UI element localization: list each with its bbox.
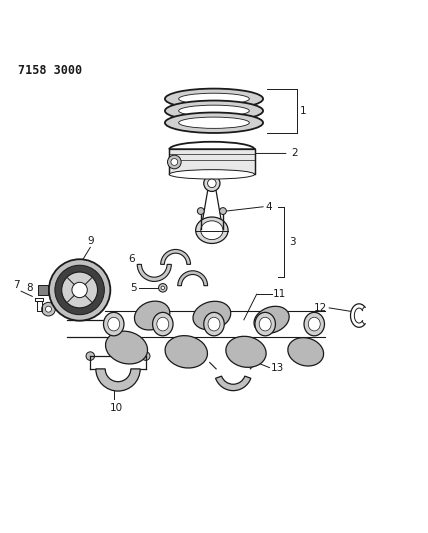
Ellipse shape xyxy=(308,317,320,331)
Circle shape xyxy=(220,208,226,214)
Text: 8: 8 xyxy=(26,283,33,293)
Text: 11: 11 xyxy=(273,289,286,299)
Ellipse shape xyxy=(169,169,255,179)
Ellipse shape xyxy=(165,336,208,368)
Ellipse shape xyxy=(204,175,220,191)
Circle shape xyxy=(167,155,181,169)
Ellipse shape xyxy=(157,317,169,331)
Ellipse shape xyxy=(259,317,271,331)
Wedge shape xyxy=(96,369,140,391)
Ellipse shape xyxy=(208,179,216,188)
Circle shape xyxy=(86,352,95,360)
Circle shape xyxy=(42,302,55,316)
Circle shape xyxy=(158,284,167,292)
Ellipse shape xyxy=(108,317,120,331)
Ellipse shape xyxy=(304,312,324,336)
Text: 7: 7 xyxy=(13,280,20,290)
Text: 12: 12 xyxy=(314,303,327,313)
Ellipse shape xyxy=(196,217,228,244)
Ellipse shape xyxy=(165,112,263,133)
Text: 13: 13 xyxy=(271,364,284,374)
FancyBboxPatch shape xyxy=(38,285,48,295)
Text: 6: 6 xyxy=(129,254,135,264)
Circle shape xyxy=(45,306,51,312)
Text: 7158 3000: 7158 3000 xyxy=(18,64,82,77)
Ellipse shape xyxy=(201,221,223,240)
Ellipse shape xyxy=(193,301,231,330)
Circle shape xyxy=(161,286,164,289)
Circle shape xyxy=(72,282,87,297)
Circle shape xyxy=(55,265,104,314)
Text: 2: 2 xyxy=(291,149,297,158)
Wedge shape xyxy=(137,264,171,281)
Text: 1: 1 xyxy=(299,106,306,116)
FancyBboxPatch shape xyxy=(169,149,255,174)
Ellipse shape xyxy=(104,312,124,336)
Circle shape xyxy=(197,208,204,214)
Ellipse shape xyxy=(134,301,170,330)
Ellipse shape xyxy=(254,306,289,333)
Ellipse shape xyxy=(165,101,263,121)
Wedge shape xyxy=(216,376,251,391)
Ellipse shape xyxy=(165,88,263,109)
Text: 5: 5 xyxy=(131,283,137,293)
Text: 3: 3 xyxy=(288,237,295,247)
Ellipse shape xyxy=(106,331,148,364)
Ellipse shape xyxy=(204,312,224,336)
Circle shape xyxy=(171,158,178,165)
Text: 9: 9 xyxy=(87,236,94,246)
Ellipse shape xyxy=(152,312,173,336)
Circle shape xyxy=(49,259,110,321)
Circle shape xyxy=(142,352,150,360)
Ellipse shape xyxy=(178,117,250,128)
Ellipse shape xyxy=(208,317,220,331)
Ellipse shape xyxy=(288,337,324,366)
Ellipse shape xyxy=(226,336,266,367)
Circle shape xyxy=(62,272,98,308)
Wedge shape xyxy=(178,271,208,286)
Text: 10: 10 xyxy=(109,403,122,413)
Ellipse shape xyxy=(178,93,250,104)
Ellipse shape xyxy=(255,312,276,336)
Ellipse shape xyxy=(178,105,250,116)
Text: 4: 4 xyxy=(265,202,272,212)
Wedge shape xyxy=(160,249,190,264)
